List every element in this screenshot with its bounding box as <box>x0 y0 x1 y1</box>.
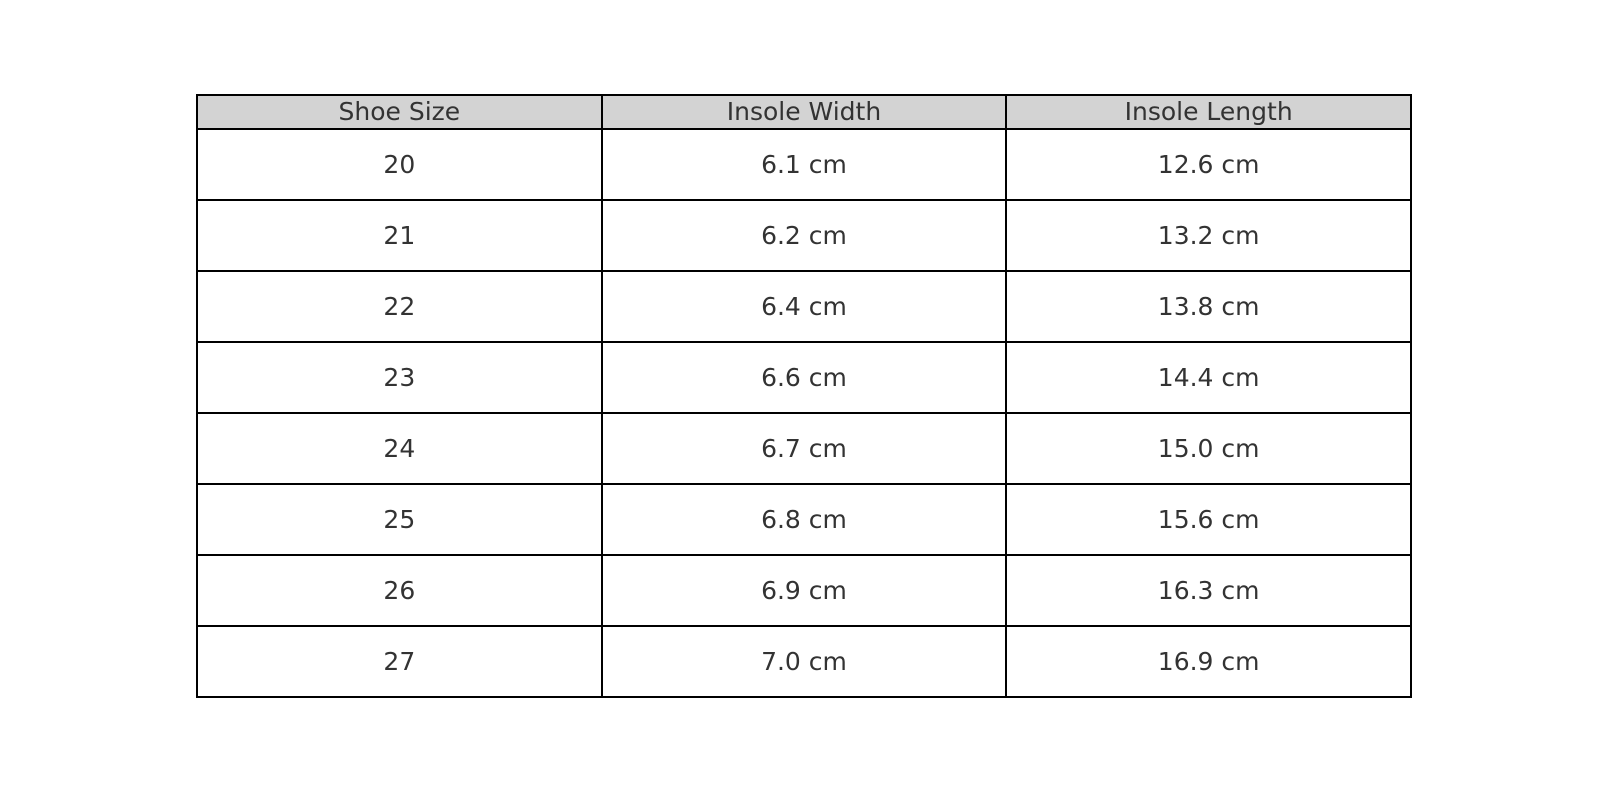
header-row: Shoe Size Insole Width Insole Length <box>196 94 1412 130</box>
insole-length-cell: 16.9 cm <box>1005 625 1412 698</box>
insole-width-cell: 6.8 cm <box>600 483 1008 556</box>
table-row: 25 6.8 cm 15.6 cm <box>196 483 1412 556</box>
table-row: 24 6.7 cm 15.0 cm <box>196 412 1412 485</box>
insole-width-cell: 6.9 cm <box>600 554 1008 627</box>
insole-width-cell: 7.0 cm <box>600 625 1008 698</box>
shoe-size-cell: 24 <box>196 412 603 485</box>
shoe-size-table: Shoe Size Insole Width Insole Length 20 6… <box>196 94 1412 698</box>
table-row: 26 6.9 cm 16.3 cm <box>196 554 1412 627</box>
header-insole-width: Insole Width <box>600 94 1008 130</box>
insole-length-cell: 15.6 cm <box>1005 483 1412 556</box>
table-row: 27 7.0 cm 16.9 cm <box>196 625 1412 698</box>
insole-length-cell: 13.2 cm <box>1005 199 1412 272</box>
insole-width-cell: 6.6 cm <box>600 341 1008 414</box>
shoe-size-cell: 20 <box>196 128 603 201</box>
shoe-size-cell: 25 <box>196 483 603 556</box>
insole-width-cell: 6.7 cm <box>600 412 1008 485</box>
insole-length-cell: 13.8 cm <box>1005 270 1412 343</box>
table-row: 20 6.1 cm 12.6 cm <box>196 128 1412 201</box>
insole-width-cell: 6.4 cm <box>600 270 1008 343</box>
table-row: 23 6.6 cm 14.4 cm <box>196 341 1412 414</box>
table-row: 22 6.4 cm 13.8 cm <box>196 270 1412 343</box>
shoe-size-cell: 23 <box>196 341 603 414</box>
insole-length-cell: 12.6 cm <box>1005 128 1412 201</box>
shoe-size-cell: 22 <box>196 270 603 343</box>
shoe-size-cell: 27 <box>196 625 603 698</box>
header-insole-length: Insole Length <box>1005 94 1412 130</box>
insole-length-cell: 16.3 cm <box>1005 554 1412 627</box>
shoe-size-cell: 21 <box>196 199 603 272</box>
insole-width-cell: 6.2 cm <box>600 199 1008 272</box>
insole-width-cell: 6.1 cm <box>600 128 1008 201</box>
header-shoe-size: Shoe Size <box>196 94 603 130</box>
table-row: 21 6.2 cm 13.2 cm <box>196 199 1412 272</box>
shoe-size-cell: 26 <box>196 554 603 627</box>
insole-length-cell: 15.0 cm <box>1005 412 1412 485</box>
insole-length-cell: 14.4 cm <box>1005 341 1412 414</box>
